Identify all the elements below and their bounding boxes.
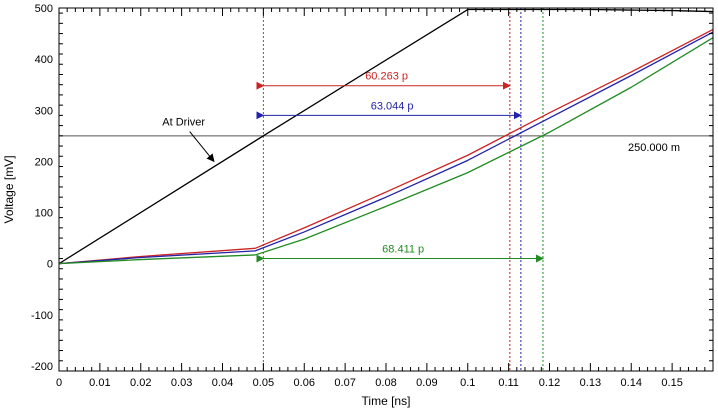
series-line xyxy=(58,37,714,265)
x-tick-label: 0.04 xyxy=(212,377,233,389)
measurement-label: 63.044 p xyxy=(371,100,414,112)
series-line xyxy=(58,28,714,265)
y-tick-label: 0 xyxy=(47,259,53,271)
x-tick-label: 0.12 xyxy=(539,377,560,389)
annotation-arrow xyxy=(189,131,215,163)
x-tick-label: 0.14 xyxy=(621,377,642,389)
annotation-label: At Driver xyxy=(162,117,205,129)
threshold-label: 250.000 m xyxy=(628,142,680,154)
y-tick-label: 400 xyxy=(35,54,53,66)
x-axis-label: Time [ns] xyxy=(362,394,411,408)
y-tick-label: 200 xyxy=(35,156,53,168)
x-tick-label: 0.03 xyxy=(171,377,192,389)
y-axis-label: Voltage [mV] xyxy=(2,155,16,223)
y-tick-label: 300 xyxy=(35,105,53,117)
x-tick-label: 0.13 xyxy=(580,377,601,389)
measurement-label: 60.263 p xyxy=(365,71,408,83)
x-tick-label: 0 xyxy=(56,377,62,389)
x-tick-label: 0.07 xyxy=(334,377,355,389)
x-tick-label: 0.01 xyxy=(89,377,110,389)
y-tick-label: 500 xyxy=(35,3,53,15)
x-tick-label: 0.05 xyxy=(253,377,274,389)
x-tick-label: 0.02 xyxy=(130,377,151,389)
y-tick-label: -200 xyxy=(31,361,53,373)
y-tick-label: -100 xyxy=(31,310,53,322)
x-tick-label: 0.1 xyxy=(460,377,475,389)
series-line xyxy=(58,8,714,265)
x-tick-label: 0.15 xyxy=(661,377,682,389)
x-tick-label: 0.09 xyxy=(416,377,437,389)
x-tick-label: 0.06 xyxy=(294,377,315,389)
y-tick-label: 100 xyxy=(35,208,53,220)
x-tick-label: 0.08 xyxy=(375,377,396,389)
plot-frame xyxy=(58,7,714,372)
measurement-label: 68.411 p xyxy=(382,244,424,256)
x-tick-label: 0.11 xyxy=(498,377,519,389)
series-line xyxy=(58,31,714,265)
